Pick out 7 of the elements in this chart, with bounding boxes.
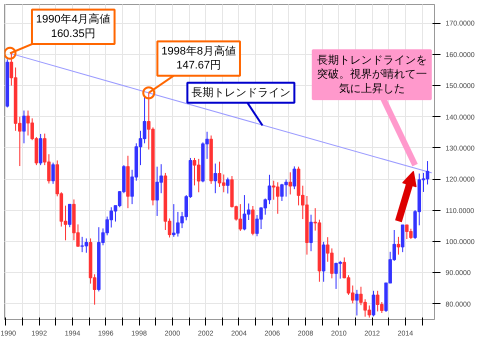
annotation: 長期トレンドラインを突破。視界が晴れて一気に上昇した (316, 54, 427, 96)
candlestick (80, 236, 84, 252)
annotation: 1990年4月高値 160.35円 (36, 12, 111, 40)
annotation: 長期トレンドライン (191, 86, 290, 99)
candlestick (172, 204, 176, 237)
candlestick (338, 260, 342, 279)
annotation: 1998年8月高値 147.67円 (161, 44, 236, 72)
